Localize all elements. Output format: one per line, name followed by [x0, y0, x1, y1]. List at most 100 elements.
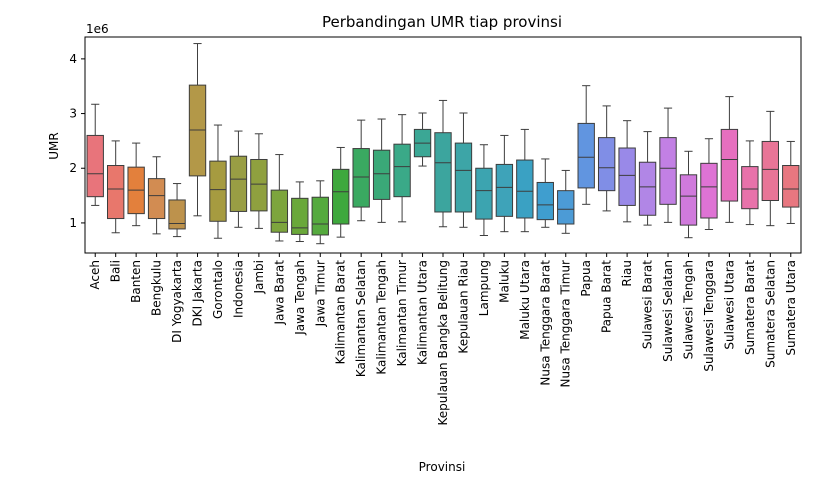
- x-tick-label: Jawa Tengah: [293, 260, 307, 336]
- x-axis-label: Provinsi: [419, 460, 466, 474]
- box-15: [393, 114, 411, 223]
- y-tick-label: 3: [69, 107, 77, 121]
- box-iqr: [741, 166, 759, 210]
- x-tick-label: Banten: [129, 260, 143, 303]
- box-21: [516, 128, 534, 233]
- x-tick-label: Kalimantan Tengah: [375, 260, 389, 375]
- box-iqr: [209, 160, 227, 222]
- x-tick-label: Bali: [109, 260, 123, 282]
- box-iqr: [454, 142, 473, 213]
- x-tick-label: Gorontalo: [211, 260, 225, 319]
- box-20: [495, 134, 514, 233]
- x-tick-label: Sulawesi Tengah: [681, 260, 695, 359]
- box-iqr: [557, 190, 575, 225]
- box-18: [454, 112, 473, 228]
- x-tick-label: Indonesia: [231, 260, 245, 318]
- y-tick-label: 4: [69, 52, 77, 66]
- x-tick-label: Sumatera Barat: [743, 260, 757, 355]
- x-tick-label: Sulawesi Barat: [641, 260, 655, 349]
- x-tick-label: Jawa Timur: [313, 260, 327, 327]
- box-25: [597, 105, 616, 212]
- box-32: [741, 140, 759, 226]
- box-iqr: [372, 149, 391, 200]
- x-tick-label: Kepulauan Riau: [456, 260, 470, 354]
- x-tick-label: Kalimantan Barat: [334, 260, 348, 365]
- box-11: [311, 180, 329, 245]
- box-iqr: [516, 159, 534, 219]
- y-ticks-layer: 1 2 3 4: [69, 52, 85, 230]
- box-iqr: [352, 148, 370, 208]
- box-iqr: [229, 155, 248, 212]
- box-23: [557, 169, 575, 234]
- box-27: [638, 131, 657, 226]
- box-16: [413, 112, 432, 167]
- x-tick-label: Nusa Tenggara Timur: [559, 260, 573, 388]
- box-iqr: [434, 132, 452, 213]
- box-iqr: [536, 181, 554, 221]
- plot-frame: [84, 36, 802, 254]
- box-iqr: [168, 199, 186, 230]
- box-14: [372, 118, 391, 223]
- x-tick-label: Nusa Tenggara Barat: [538, 260, 552, 386]
- box-iqr: [270, 189, 289, 233]
- boxes-layer: [86, 43, 800, 245]
- box-iqr: [659, 137, 677, 205]
- box-2: [127, 142, 145, 227]
- box-iqr: [475, 167, 493, 220]
- x-tick-label: Aceh: [88, 260, 102, 290]
- y-axis-label: UMR: [47, 132, 61, 159]
- box-13: [352, 119, 370, 222]
- x-tick-label: Kalimantan Utara: [416, 260, 430, 365]
- box-17: [434, 99, 452, 228]
- box-iqr: [393, 143, 411, 198]
- box-5: [188, 43, 207, 217]
- y-tick-label: 1: [69, 216, 77, 230]
- box-28: [659, 107, 677, 223]
- chart-title: Perbandingan UMR tiap provinsi: [322, 13, 562, 31]
- x-tick-label: Lampung: [477, 260, 491, 316]
- box-26: [618, 120, 636, 223]
- box-6: [209, 124, 227, 239]
- box-3: [147, 156, 166, 235]
- box-31: [720, 96, 739, 223]
- box-19: [475, 144, 493, 237]
- x-tick-label: Maluku Utara: [518, 260, 532, 340]
- box-30: [700, 138, 718, 230]
- x-tick-label: Sulawesi Tenggara: [702, 260, 716, 372]
- box-34: [782, 140, 800, 224]
- box-iqr: [720, 128, 739, 202]
- box-iqr: [86, 134, 104, 198]
- box-iqr: [761, 140, 779, 202]
- x-tick-label: Sumatera Utara: [784, 260, 798, 356]
- box-33: [761, 110, 779, 227]
- box-iqr: [679, 174, 698, 226]
- x-tick-label: Riau: [620, 260, 634, 287]
- x-tick-label: Papua Barat: [600, 260, 614, 333]
- box-29: [679, 150, 698, 239]
- box-22: [536, 158, 554, 228]
- y-axis-offset-label: 1e6: [86, 22, 109, 36]
- box-12: [332, 146, 350, 238]
- box-iqr: [638, 161, 657, 216]
- x-tick-label: Kalimantan Timur: [395, 260, 409, 366]
- box-iqr: [618, 147, 636, 206]
- x-tick-label: DKI Jakarta: [191, 260, 205, 326]
- x-tick-label: Bengkulu: [150, 260, 164, 316]
- box-8: [250, 133, 268, 229]
- x-tick-label: Kepulauan Bangka Belitung: [436, 260, 450, 425]
- box-24: [577, 85, 595, 205]
- box-iqr: [250, 158, 268, 212]
- x-tick-label: Maluku: [497, 260, 511, 303]
- box-iqr: [495, 163, 514, 217]
- box-iqr: [188, 84, 207, 177]
- box-9: [270, 154, 289, 242]
- x-tick-label: Jawa Barat: [272, 260, 286, 326]
- x-tick-label: Sulawesi Selatan: [661, 260, 675, 362]
- box-iqr: [332, 168, 350, 225]
- box-10: [291, 181, 309, 243]
- box-4: [168, 183, 186, 238]
- box-iqr: [107, 165, 125, 220]
- x-tick-label: Kalimantan Selatan: [354, 260, 368, 377]
- box-iqr: [291, 197, 309, 235]
